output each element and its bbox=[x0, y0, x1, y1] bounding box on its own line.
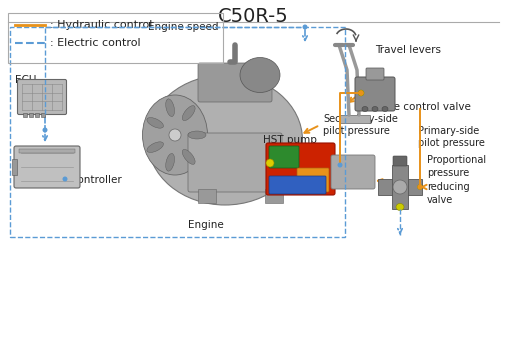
Ellipse shape bbox=[303, 24, 308, 29]
Ellipse shape bbox=[183, 106, 195, 121]
Text: HST pump: HST pump bbox=[263, 135, 317, 145]
FancyBboxPatch shape bbox=[393, 156, 407, 166]
Ellipse shape bbox=[166, 153, 174, 171]
Ellipse shape bbox=[382, 106, 388, 111]
Ellipse shape bbox=[147, 142, 163, 152]
Ellipse shape bbox=[183, 149, 195, 164]
Bar bbox=[265, 189, 283, 203]
Ellipse shape bbox=[417, 185, 422, 190]
FancyBboxPatch shape bbox=[355, 77, 395, 111]
FancyBboxPatch shape bbox=[18, 80, 66, 115]
Text: Primary-side
pilot pressure: Primary-side pilot pressure bbox=[418, 126, 485, 148]
Ellipse shape bbox=[142, 95, 207, 175]
FancyBboxPatch shape bbox=[198, 63, 272, 102]
FancyBboxPatch shape bbox=[269, 146, 299, 168]
Ellipse shape bbox=[147, 118, 163, 128]
Ellipse shape bbox=[393, 180, 407, 194]
Bar bbox=[392, 165, 408, 209]
Text: C50R-5: C50R-5 bbox=[218, 7, 288, 26]
Ellipse shape bbox=[169, 129, 181, 141]
FancyBboxPatch shape bbox=[331, 155, 375, 189]
Ellipse shape bbox=[266, 159, 274, 167]
Text: Engine: Engine bbox=[188, 220, 224, 230]
Bar bbox=[8, 13, 223, 63]
FancyBboxPatch shape bbox=[14, 146, 80, 188]
FancyBboxPatch shape bbox=[269, 176, 326, 194]
Text: Remote control valve: Remote control valve bbox=[360, 102, 471, 112]
Ellipse shape bbox=[396, 203, 404, 211]
FancyBboxPatch shape bbox=[266, 143, 335, 195]
Ellipse shape bbox=[358, 90, 364, 96]
Bar bbox=[29, 113, 33, 117]
FancyBboxPatch shape bbox=[297, 168, 329, 192]
Bar bbox=[12, 159, 17, 175]
Ellipse shape bbox=[362, 106, 368, 111]
Ellipse shape bbox=[148, 75, 303, 205]
Text: Secondary-side
pilot pressure: Secondary-side pilot pressure bbox=[323, 114, 398, 136]
Bar bbox=[198, 189, 216, 203]
Bar bbox=[41, 113, 45, 117]
Ellipse shape bbox=[43, 127, 48, 132]
Ellipse shape bbox=[240, 58, 280, 93]
Bar bbox=[378, 179, 422, 195]
Text: Travel levers: Travel levers bbox=[375, 45, 441, 55]
Ellipse shape bbox=[62, 176, 67, 181]
Ellipse shape bbox=[338, 163, 343, 168]
Ellipse shape bbox=[166, 99, 174, 116]
Text: : Electric control: : Electric control bbox=[50, 38, 140, 48]
Text: Engine speed: Engine speed bbox=[148, 22, 219, 32]
Text: : Hydraulic control: : Hydraulic control bbox=[50, 20, 153, 30]
Ellipse shape bbox=[188, 131, 206, 139]
Text: ECU: ECU bbox=[15, 75, 37, 85]
Ellipse shape bbox=[358, 91, 364, 95]
Text: Proportional
pressure
reducing
valve: Proportional pressure reducing valve bbox=[427, 155, 486, 205]
Bar bbox=[19, 149, 75, 153]
FancyBboxPatch shape bbox=[366, 68, 384, 80]
Ellipse shape bbox=[372, 106, 378, 111]
FancyBboxPatch shape bbox=[188, 133, 282, 192]
Bar bbox=[10, 27, 345, 237]
Bar bbox=[340, 115, 370, 123]
Bar bbox=[23, 113, 27, 117]
Ellipse shape bbox=[417, 185, 422, 190]
Text: Controller: Controller bbox=[70, 175, 122, 185]
Bar bbox=[35, 113, 39, 117]
